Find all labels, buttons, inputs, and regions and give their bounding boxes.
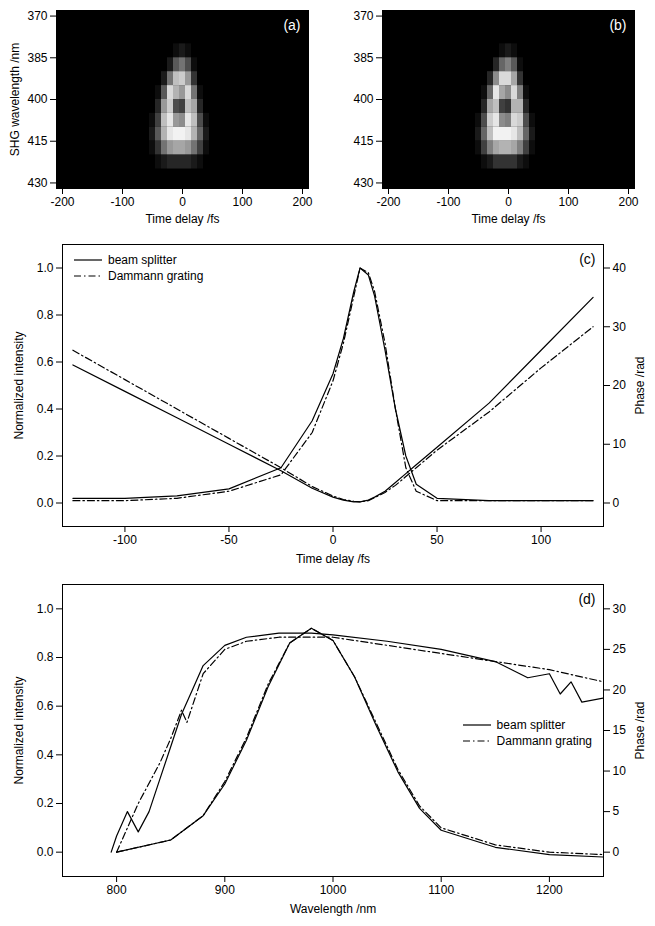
svg-text:0.2: 0.2 [37, 796, 54, 810]
svg-text:200: 200 [618, 195, 638, 209]
svg-text:20: 20 [613, 378, 627, 392]
svg-text:0: 0 [179, 195, 186, 209]
svg-text:1.0: 1.0 [37, 602, 54, 616]
svg-text:1.0: 1.0 [37, 261, 54, 275]
svg-text:800: 800 [107, 883, 127, 897]
svg-text:Phase /rad: Phase /rad [633, 701, 647, 759]
svg-text:10: 10 [613, 437, 627, 451]
svg-text:0: 0 [613, 496, 620, 510]
svg-text:370: 370 [353, 9, 373, 23]
svg-text:0.8: 0.8 [37, 650, 54, 664]
svg-text:200: 200 [292, 195, 312, 209]
svg-text:415: 415 [27, 134, 47, 148]
html-text:beam splitter: beam splitter [496, 718, 566, 732]
svg-text:385: 385 [353, 51, 373, 65]
svg-text:1200: 1200 [536, 883, 563, 897]
svg-text:-50: -50 [220, 533, 238, 547]
svg-text:Normalized intensity: Normalized intensity [12, 676, 26, 784]
svg-text:370: 370 [27, 9, 47, 23]
svg-text:430: 430 [353, 176, 373, 190]
svg-text:10: 10 [613, 764, 627, 778]
svg-text:0.6: 0.6 [37, 355, 54, 369]
html-text:beam splitter: beam splitter [108, 253, 177, 267]
svg-text:Time delay /fs: Time delay /fs [296, 552, 370, 566]
svg-text:15: 15 [613, 723, 627, 737]
svg-text:0: 0 [613, 845, 620, 859]
svg-text:400: 400 [27, 92, 47, 106]
svg-text:100: 100 [232, 195, 252, 209]
svg-text:(a): (a) [283, 17, 300, 33]
svg-text:(d): (d) [578, 591, 595, 607]
svg-text:30: 30 [613, 602, 627, 616]
svg-text:-100: -100 [113, 533, 137, 547]
svg-text:0.0: 0.0 [37, 496, 54, 510]
svg-text:(b): (b) [609, 17, 626, 33]
svg-text:1100: 1100 [428, 883, 454, 897]
html-text:Dammann grating: Dammann grating [108, 269, 204, 283]
svg-text:SHG wavelength /nm: SHG wavelength /nm [8, 43, 22, 156]
svg-text:100: 100 [558, 195, 578, 209]
svg-text:40: 40 [613, 261, 627, 275]
svg-text:0.4: 0.4 [37, 402, 54, 416]
svg-text:25: 25 [613, 642, 627, 656]
svg-text:0.4: 0.4 [37, 748, 54, 762]
svg-text:0.0: 0.0 [37, 845, 54, 859]
svg-text:Wavelength /nm: Wavelength /nm [290, 902, 376, 916]
svg-text:0.8: 0.8 [37, 308, 54, 322]
svg-text:Phase /rad: Phase /rad [633, 356, 647, 414]
svg-text:0.2: 0.2 [37, 449, 54, 463]
svg-text:5: 5 [613, 804, 620, 818]
svg-text:50: 50 [430, 533, 444, 547]
svg-text:400: 400 [353, 92, 373, 106]
svg-text:-100: -100 [110, 195, 134, 209]
svg-text:385: 385 [27, 51, 47, 65]
svg-text:100: 100 [531, 533, 551, 547]
svg-text:415: 415 [353, 134, 373, 148]
svg-text:20: 20 [613, 683, 627, 697]
html-text:Dammann grating: Dammann grating [496, 734, 592, 748]
svg-text:-200: -200 [376, 195, 400, 209]
svg-text:(c): (c) [579, 251, 595, 267]
svg-text:-200: -200 [50, 195, 74, 209]
svg-text:0: 0 [330, 533, 337, 547]
svg-text:30: 30 [613, 320, 627, 334]
svg-text:-100: -100 [436, 195, 460, 209]
svg-text:Normalized intensity: Normalized intensity [12, 331, 26, 439]
svg-text:0: 0 [505, 195, 512, 209]
svg-text:1000: 1000 [320, 883, 347, 897]
svg-text:430: 430 [27, 176, 47, 190]
svg-text:0.6: 0.6 [37, 699, 54, 713]
svg-text:Time delay /fs: Time delay /fs [471, 212, 545, 226]
svg-text:900: 900 [215, 883, 235, 897]
svg-text:Time delay /fs: Time delay /fs [145, 212, 219, 226]
